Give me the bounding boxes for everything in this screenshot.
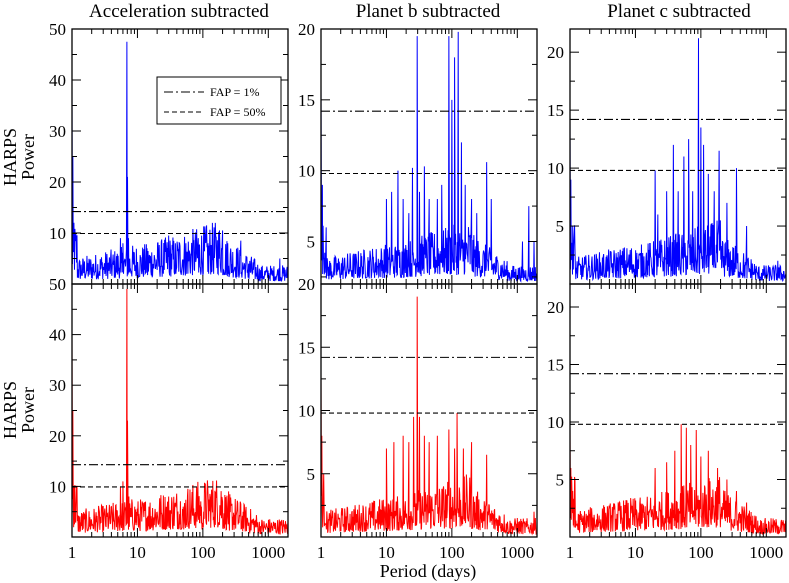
y-tick-label: 15 <box>547 101 564 120</box>
x-tick-label: 10 <box>129 543 146 562</box>
y-tick-label: 10 <box>49 477 66 496</box>
series-line-2-bottom <box>570 424 786 535</box>
panel-2-bottom: 1 10 100 1000 5 10 15 20 <box>547 283 787 562</box>
y-axis-label-line2: Power <box>18 387 38 433</box>
y-tick-label: 20 <box>49 427 66 446</box>
x-tick-label: 100 <box>190 543 216 562</box>
y-tick-label: 30 <box>49 122 66 141</box>
x-tick-label: 100 <box>688 543 714 562</box>
x-tick-label: 1000 <box>749 543 783 562</box>
series-line-1-bottom <box>321 296 537 536</box>
y-tick-label: 5 <box>556 471 565 490</box>
y-axis-label-top: HARPS Power <box>0 128 38 186</box>
y-tick-label: 20 <box>49 173 66 192</box>
y-tick-label: 40 <box>49 71 66 90</box>
y-axis-label-bottom: HARPS Power <box>0 381 38 439</box>
y-tick-label: 15 <box>547 356 564 375</box>
legend-box <box>156 76 282 125</box>
y-tick-label: 50 <box>49 20 66 39</box>
y-axis-label-line2: Power <box>18 134 38 180</box>
y-tick-label: 20 <box>547 43 564 62</box>
x-tick-label: 1000 <box>251 543 285 562</box>
y-tick-label: 40 <box>49 326 66 345</box>
panel-0-bottom: 1 10 100 1000 10 20 30 40 50 <box>49 275 289 562</box>
y-axis-label-line1: HARPS <box>0 381 20 439</box>
x-tick-label: 10 <box>378 543 395 562</box>
panel-2-top: 5 10 15 20 <box>547 28 787 285</box>
y-tick-label: 5 <box>556 217 565 236</box>
y-tick-label: 10 <box>298 402 315 421</box>
y-tick-label: 5 <box>307 233 316 252</box>
y-tick-label: 20 <box>547 298 564 317</box>
x-tick-label: 1 <box>68 543 77 562</box>
x-axis-label: Period (days) <box>380 561 476 582</box>
series-line-2-top <box>570 38 786 283</box>
y-tick-label: 5 <box>307 465 316 484</box>
x-tick-label: 10 <box>627 543 644 562</box>
legend-fap-50-label: FAP = 50% <box>210 105 265 119</box>
legend: FAP = 1% FAP = 50% <box>156 76 282 125</box>
y-tick-label: 10 <box>547 159 564 178</box>
series-line-0-top <box>72 41 288 283</box>
x-tick-label: 1 <box>566 543 575 562</box>
y-tick-label: 10 <box>298 162 315 181</box>
y-tick-label: 10 <box>547 413 564 432</box>
series-line-0-bottom <box>72 289 288 536</box>
y-axis-label-line1: HARPS <box>0 128 20 186</box>
series-line-1-top <box>321 31 537 283</box>
panel-frame <box>569 283 787 538</box>
panel-1-bottom: 1 10 100 1000 5 10 15 20 <box>298 275 538 562</box>
y-tick-label: 20 <box>298 20 315 39</box>
y-tick-label: 50 <box>49 275 66 294</box>
column-title-planet-c-subtracted: Planet c subtracted <box>607 1 751 22</box>
y-tick-label: 15 <box>298 338 315 357</box>
column-title-planet-b-subtracted: Planet b subtracted <box>356 1 501 22</box>
legend-fap-1-label: FAP = 1% <box>210 85 259 99</box>
x-tick-label: 1000 <box>500 543 534 562</box>
panel-1-top: 5 10 15 20 <box>298 20 538 285</box>
y-tick-label: 10 <box>49 224 66 243</box>
y-tick-label: 15 <box>298 91 315 110</box>
x-tick-label: 100 <box>439 543 465 562</box>
y-tick-label: 30 <box>49 376 66 395</box>
y-tick-label: 20 <box>298 275 315 294</box>
panel-frame <box>71 283 289 538</box>
column-title-acceleration-subtracted: Acceleration subtracted <box>89 1 269 22</box>
panel-0-top: 10 20 30 40 50 <box>49 20 289 285</box>
x-tick-label: 1 <box>317 543 326 562</box>
